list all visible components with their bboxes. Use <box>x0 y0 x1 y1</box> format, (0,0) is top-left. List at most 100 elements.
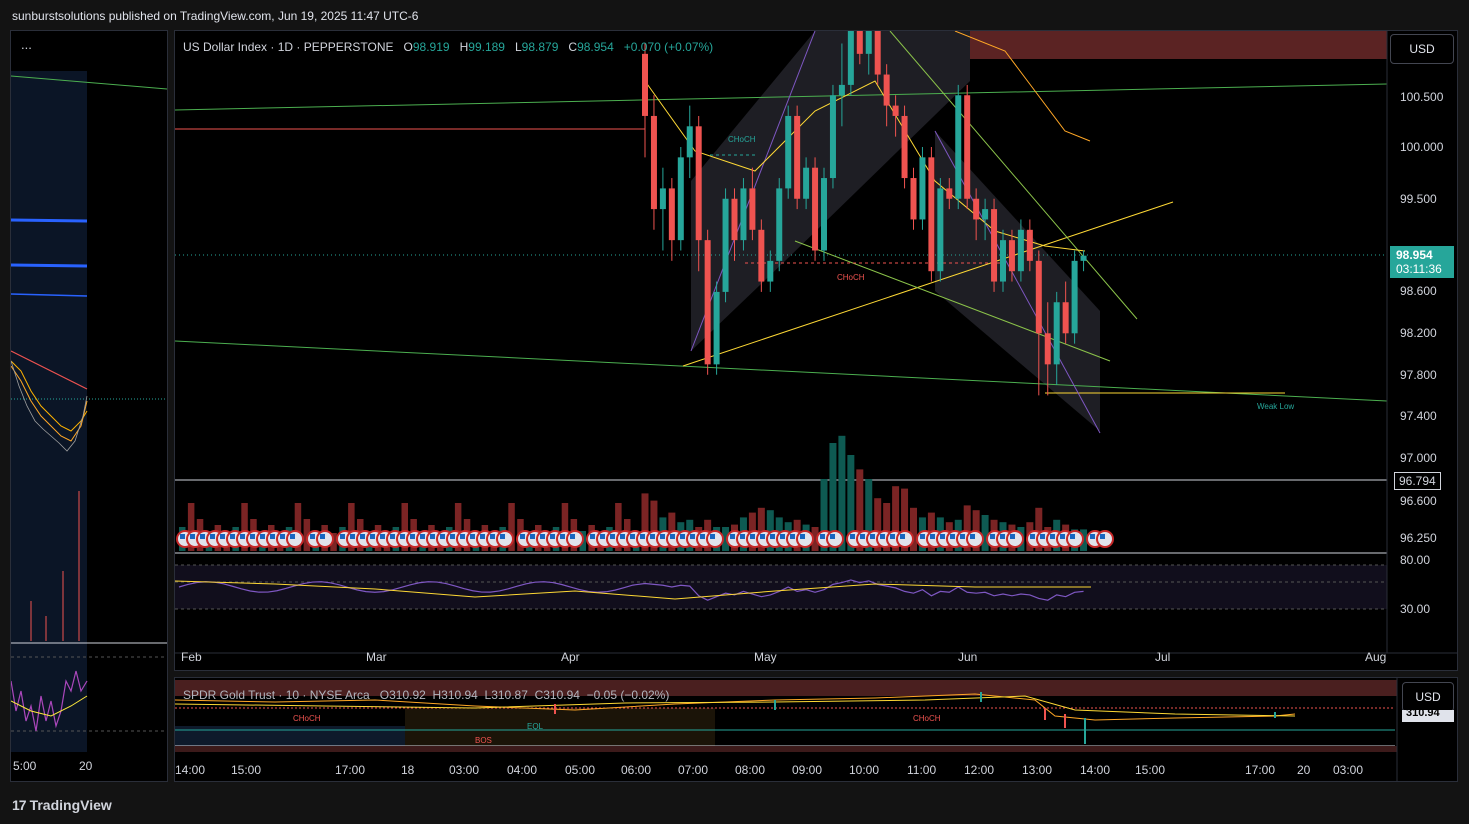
us-event-icon-canton <box>710 534 715 539</box>
price-tick: 96.250 <box>1400 531 1437 545</box>
event-icons <box>176 530 1114 548</box>
candle-body <box>838 84 845 96</box>
us-event-icon-canton <box>550 534 555 539</box>
choch-label-2: CHoCH <box>837 273 865 282</box>
volume-bar <box>508 503 515 551</box>
us-event-icon-canton <box>680 534 685 539</box>
us-event-icon-canton <box>970 534 975 539</box>
candle-body <box>1035 260 1042 334</box>
candle-body <box>713 291 720 365</box>
bottom-time-tick: 15:00 <box>1135 763 1166 777</box>
candle-body <box>722 198 729 292</box>
us-event-icon-canton <box>630 534 635 539</box>
us-event-icon-canton <box>600 534 605 539</box>
us-event-icon-canton <box>1090 534 1095 539</box>
bottom-time-tick: 17:00 <box>1245 763 1276 777</box>
bottom-time-tick: 13:00 <box>1022 763 1053 777</box>
volume-bar <box>454 503 462 551</box>
candle-body <box>892 105 899 116</box>
bottom-time-tick: 20 <box>1297 763 1311 777</box>
us-event-icon-canton <box>570 534 575 539</box>
volume-bar <box>757 507 765 551</box>
us-event-icon-canton <box>780 534 785 539</box>
us-event-icon-canton <box>310 534 315 539</box>
candle-body <box>803 167 810 199</box>
candle-body <box>937 188 944 272</box>
us-event-icon-canton <box>340 534 345 539</box>
us-event-icon-canton <box>410 534 415 539</box>
bottom-symbol-name: SPDR Gold Trust · 10 · NYSE Arca <box>183 688 370 702</box>
time-tick-apr: Apr <box>561 650 580 664</box>
volume-bar <box>838 435 846 551</box>
candle-body <box>767 260 774 282</box>
us-event-icon-canton <box>460 534 465 539</box>
main-chart-svg[interactable] <box>175 31 1457 670</box>
us-event-icon-canton <box>500 534 505 539</box>
bottom-chart-svg[interactable] <box>175 678 1457 781</box>
candle-body <box>686 126 693 158</box>
main-low: 98.879 <box>521 40 559 54</box>
main-currency-button[interactable]: USD <box>1390 34 1454 64</box>
bottom-time-tick: 07:00 <box>678 763 709 777</box>
us-event-icon-canton <box>260 534 265 539</box>
candle-body <box>1000 240 1006 282</box>
us-event-icon-canton <box>320 534 325 539</box>
us-event-icon-canton <box>230 534 235 539</box>
candle-body <box>776 188 783 261</box>
us-event-icon-canton <box>950 534 955 539</box>
publisher-header: sunburstsolutions published on TradingVi… <box>12 9 419 23</box>
main-symbol-legend[interactable]: US Dollar Index · 1D · PEPPERSTONE O98.9… <box>183 40 714 54</box>
bottom-symbol-legend[interactable]: SPDR Gold Trust · 10 · NYSE Arca O310.92… <box>183 688 670 702</box>
left-mini-chart[interactable]: ... 5:00 20 <box>10 30 168 782</box>
us-event-icon-canton <box>960 534 965 539</box>
candle-body <box>650 115 657 210</box>
candle-body <box>731 198 738 241</box>
us-event-icon-canton <box>420 534 425 539</box>
bottom-change: −0.05 (−0.02%) <box>586 688 670 702</box>
us-event-icon-canton <box>830 534 835 539</box>
us-event-icon-canton <box>360 534 365 539</box>
us-event-icon-canton <box>250 534 255 539</box>
bottom-chart-panel[interactable]: SPDR Gold Trust · 10 · NYSE Arca O310.92… <box>174 677 1458 782</box>
price-tick: 98.200 <box>1400 326 1437 340</box>
bottom-bos: BOS <box>475 736 492 745</box>
main-change: +0.070 (+0.07%) <box>623 40 714 54</box>
us-event-icon-canton <box>1030 534 1035 539</box>
us-event-icon-canton <box>800 534 805 539</box>
bottom-choch-2: CHoCH <box>913 714 941 723</box>
volume-bar <box>847 455 855 551</box>
us-event-icon-canton <box>700 534 705 539</box>
volume-bar <box>241 503 248 551</box>
candle-body <box>1026 229 1033 261</box>
candle-body <box>642 53 648 116</box>
main-close: 98.954 <box>577 40 614 54</box>
time-tick-mar: Mar <box>366 650 387 664</box>
volume-bar <box>883 503 891 551</box>
us-event-icon-canton <box>1010 534 1015 539</box>
main-chart-panel[interactable]: US Dollar Index · 1D · PEPPERSTONE O98.9… <box>174 30 1458 671</box>
candle-body <box>865 31 872 54</box>
countdown-timer: 03:11:36 <box>1396 262 1442 276</box>
bottom-currency-button[interactable]: USD <box>1402 682 1454 712</box>
us-event-icon-canton <box>280 534 285 539</box>
candle-body <box>973 198 980 220</box>
price-tick: 100.000 <box>1400 140 1444 154</box>
us-event-icon-canton <box>990 534 995 539</box>
volume-bar <box>1035 507 1043 551</box>
volume-bar <box>294 503 302 551</box>
us-event-icon-canton <box>240 534 245 539</box>
volume-bar <box>874 498 882 551</box>
candle-body <box>1062 302 1069 334</box>
candle-body <box>856 31 863 54</box>
more-menu-icon[interactable]: ... <box>21 37 32 52</box>
bottom-time-tick: 03:00 <box>1333 763 1364 777</box>
us-event-icon-canton <box>190 534 195 539</box>
time-tick-feb: Feb <box>181 650 202 664</box>
last-price-tag: 98.954 03:11:36 <box>1390 246 1454 278</box>
bottom-close: 310.94 <box>543 688 580 702</box>
bottom-time-tick: 08:00 <box>735 763 766 777</box>
volume-bar <box>766 510 774 551</box>
candle-body <box>991 209 998 282</box>
us-event-icon-canton <box>930 534 935 539</box>
tradingview-logo[interactable]: 17 TradingView <box>12 797 112 813</box>
